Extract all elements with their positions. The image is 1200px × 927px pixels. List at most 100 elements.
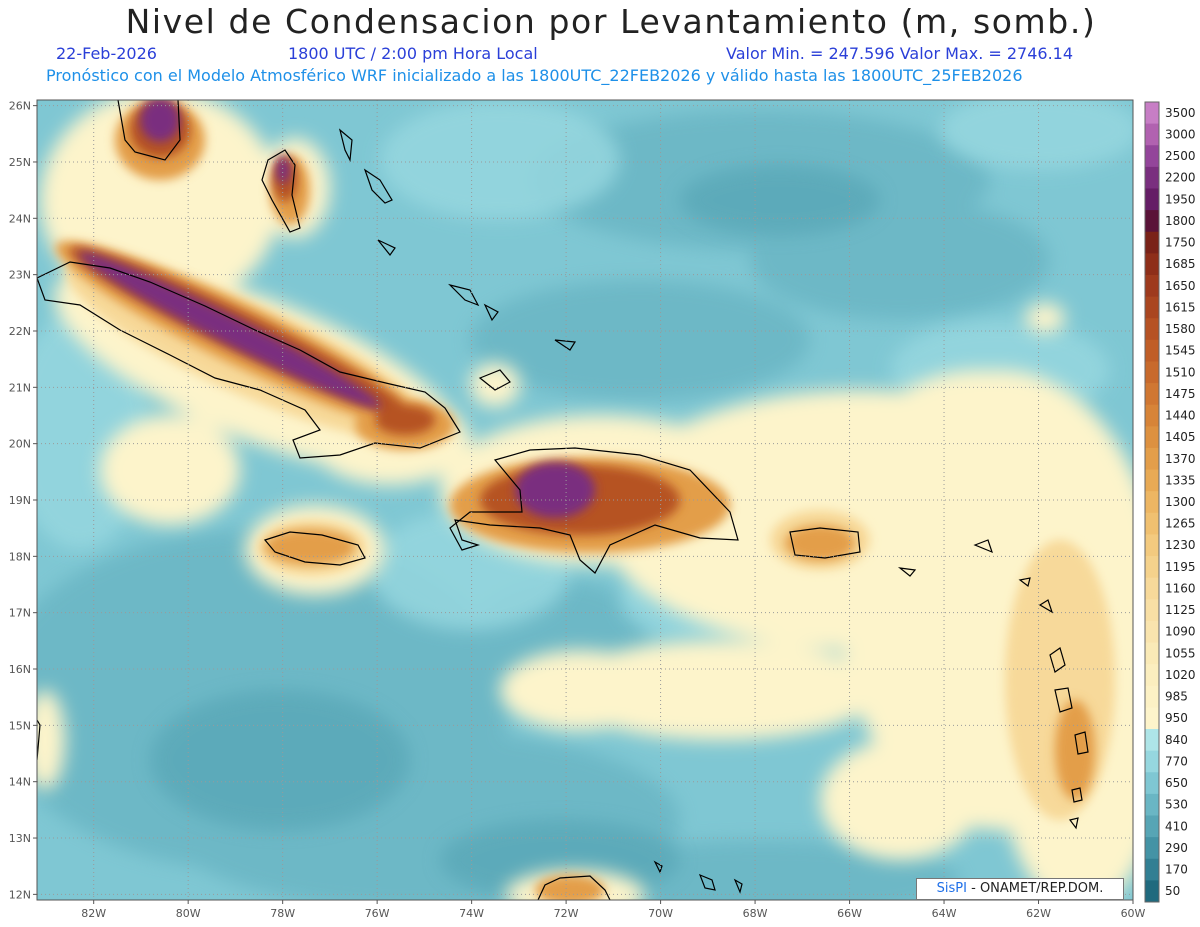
colorbar-label: 1510 bbox=[1165, 365, 1196, 379]
colorbar-label: 3500 bbox=[1165, 106, 1196, 120]
colorbar-label: 290 bbox=[1165, 841, 1188, 855]
hispaniola-coastline bbox=[449, 447, 739, 574]
colorbar-label: 50 bbox=[1165, 884, 1180, 898]
colorbar-label: 1020 bbox=[1165, 668, 1196, 682]
virgin-island bbox=[897, 567, 917, 577]
latitude-ticks: 26N 25N 24N 23N 22N 21N 20N 19N 18N 17N 16N 15N 14N 1… bbox=[9, 100, 37, 901]
colorbar-label: 840 bbox=[1165, 733, 1188, 747]
colorbar-label: 3000 bbox=[1165, 127, 1196, 141]
central-america-coast bbox=[37, 719, 41, 761]
lon-tick-label: 60W bbox=[1121, 907, 1146, 920]
colorbar-label: 1685 bbox=[1165, 257, 1196, 271]
colorbar-swatch bbox=[1145, 296, 1159, 319]
cuba-coastline bbox=[37, 261, 461, 459]
colorbar-swatch bbox=[1145, 750, 1159, 773]
credit-text: - ONAMET/REP.DOM. bbox=[966, 881, 1104, 896]
colorbar-label: 1265 bbox=[1165, 517, 1196, 531]
lat-tick-label: 19N bbox=[9, 494, 31, 507]
colorbar-label: 2500 bbox=[1165, 149, 1196, 163]
colorbar-swatch bbox=[1145, 274, 1159, 298]
colorbar-swatch bbox=[1145, 231, 1159, 254]
florida-coastline bbox=[117, 100, 181, 161]
lesser-antilles bbox=[1018, 577, 1031, 588]
colorbar-swatch bbox=[1145, 858, 1159, 881]
colorbar-swatch bbox=[1145, 253, 1159, 276]
lon-tick-label: 66W bbox=[837, 907, 862, 920]
colorbar-swatch bbox=[1145, 815, 1159, 838]
colorbar-label: 1545 bbox=[1165, 344, 1196, 358]
lesser-antilles bbox=[1049, 647, 1066, 673]
lon-tick-label: 72W bbox=[554, 907, 579, 920]
lon-tick-label: 64W bbox=[932, 907, 957, 920]
lesser-antilles bbox=[1071, 787, 1083, 803]
colorbar-swatch bbox=[1145, 664, 1159, 687]
south-america-coast bbox=[537, 875, 611, 900]
lon-tick-label: 78W bbox=[270, 907, 295, 920]
colorbar-label: 1160 bbox=[1165, 581, 1196, 595]
bahamas-island bbox=[478, 369, 511, 391]
lon-tick-label: 82W bbox=[81, 907, 106, 920]
colorbar-label: 985 bbox=[1165, 690, 1188, 704]
lat-tick-label: 21N bbox=[9, 381, 31, 394]
turks-island bbox=[554, 339, 577, 351]
bahamas-island bbox=[338, 128, 353, 163]
lat-tick-label: 12N bbox=[9, 888, 31, 901]
colorbar-swatch bbox=[1145, 469, 1159, 492]
time-label: 1800 UTC / 2:00 pm Hora Local bbox=[288, 44, 538, 63]
min-max-label: Valor Min. = 247.596 Valor Max. = 2746.1… bbox=[726, 44, 1074, 63]
lat-tick-label: 16N bbox=[9, 663, 31, 676]
longitude-ticks: 82W 80W 78W 76W 74W 72W 70W 68W 66W 64W 62W 60W bbox=[81, 900, 1146, 920]
bahamas-island bbox=[483, 303, 499, 322]
lesser-antilles bbox=[1074, 731, 1089, 755]
colorbar-label: 170 bbox=[1165, 863, 1188, 877]
lon-tick-label: 68W bbox=[743, 907, 768, 920]
colorbar-swatch bbox=[1145, 210, 1159, 233]
lat-tick-label: 15N bbox=[9, 719, 31, 732]
colorbar-label: 1440 bbox=[1165, 409, 1196, 423]
colorbar-label: 1090 bbox=[1165, 625, 1196, 639]
colorbar-swatch bbox=[1145, 880, 1159, 903]
colorbar-frame bbox=[1144, 101, 1160, 903]
colorbar-swatch bbox=[1145, 534, 1159, 557]
colorbar-swatch bbox=[1145, 188, 1159, 211]
colorbar-swatch bbox=[1145, 642, 1159, 665]
aruba-curacao bbox=[733, 878, 743, 894]
colorbar-swatch bbox=[1145, 145, 1159, 168]
map-title: Nivel de Condensacion por Levantamiento … bbox=[125, 2, 1097, 41]
colorbar-swatch bbox=[1145, 123, 1159, 146]
colorbar-label: 1405 bbox=[1165, 430, 1196, 444]
lat-tick-label: 24N bbox=[9, 212, 31, 225]
colorbar-label: 1580 bbox=[1165, 322, 1196, 336]
colorbar-label: 770 bbox=[1165, 754, 1188, 768]
colorbar-label: 1475 bbox=[1165, 387, 1196, 401]
colorbar-swatch bbox=[1145, 620, 1159, 644]
colorbar-swatch bbox=[1145, 512, 1159, 535]
colorbar-label: 1300 bbox=[1165, 495, 1196, 509]
colorbar-swatch bbox=[1145, 577, 1159, 600]
bahamas-island bbox=[377, 239, 396, 256]
colorbar-label: 410 bbox=[1165, 819, 1188, 833]
lon-tick-label: 80W bbox=[176, 907, 201, 920]
lat-tick-label: 22N bbox=[9, 325, 31, 338]
lat-tick-label: 17N bbox=[9, 607, 31, 620]
colorbar-swatch bbox=[1145, 556, 1159, 579]
colorbar-label: 1195 bbox=[1165, 560, 1196, 574]
colorbar-label: 2200 bbox=[1165, 171, 1196, 185]
lon-tick-label: 76W bbox=[365, 907, 390, 920]
lat-tick-label: 20N bbox=[9, 438, 31, 451]
colorbar-label: 1055 bbox=[1165, 646, 1196, 660]
lat-tick-label: 14N bbox=[9, 776, 31, 789]
colorbar-swatch bbox=[1145, 426, 1159, 449]
shaded-field bbox=[37, 100, 1133, 900]
lat-tick-label: 25N bbox=[9, 156, 31, 169]
colorbar-swatch bbox=[1145, 102, 1159, 125]
lon-tick-label: 62W bbox=[1026, 907, 1051, 920]
colorbar-swatch bbox=[1145, 707, 1159, 730]
credit-brand: SisPI bbox=[936, 881, 967, 896]
colorbar-label: 1800 bbox=[1165, 214, 1196, 228]
colorbar-swatch bbox=[1145, 166, 1159, 189]
colorbar-swatch bbox=[1145, 339, 1159, 362]
colorbar-label: 650 bbox=[1165, 776, 1188, 790]
colorbar-swatch bbox=[1145, 729, 1159, 752]
